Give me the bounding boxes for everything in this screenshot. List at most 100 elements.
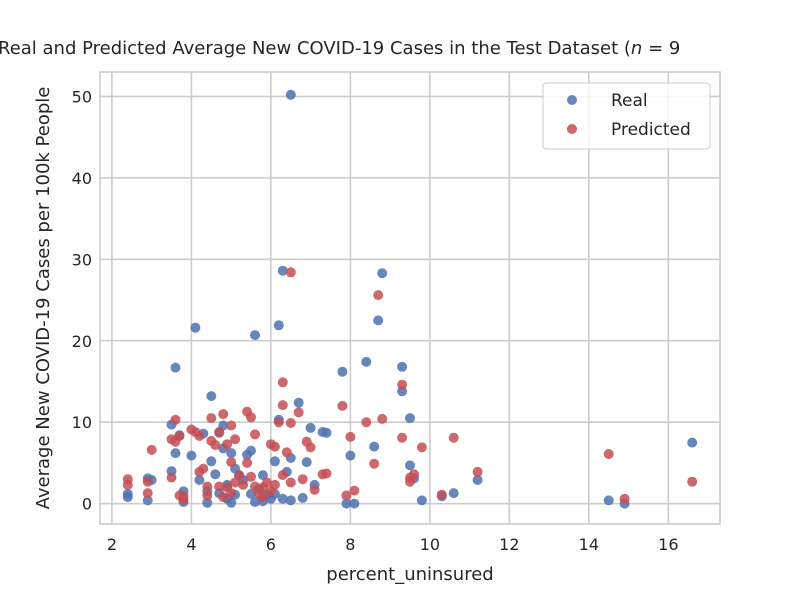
real-point bbox=[687, 437, 698, 448]
predicted-point bbox=[246, 471, 256, 482]
real-point bbox=[277, 493, 288, 504]
x-tick-label: 6 bbox=[266, 535, 276, 554]
real-point bbox=[277, 265, 288, 276]
real-point bbox=[142, 495, 153, 506]
real-point bbox=[405, 413, 415, 424]
real-point bbox=[226, 448, 237, 459]
x-tick-label: 14 bbox=[579, 535, 599, 554]
real-point bbox=[337, 366, 348, 377]
real-point bbox=[122, 492, 133, 503]
predicted-point bbox=[250, 429, 260, 440]
predicted-point bbox=[397, 379, 408, 390]
predicted-point bbox=[377, 413, 388, 424]
real-point bbox=[246, 488, 256, 499]
real-point bbox=[341, 498, 352, 509]
predicted-point bbox=[341, 490, 352, 501]
predicted-point bbox=[146, 444, 157, 455]
real-point bbox=[301, 457, 312, 468]
real-point bbox=[448, 488, 459, 499]
predicted-point bbox=[230, 477, 241, 488]
y-tick-label: 40 bbox=[72, 169, 92, 188]
data-points bbox=[122, 89, 698, 509]
predicted-point bbox=[285, 477, 296, 488]
real-point bbox=[397, 361, 408, 372]
y-axis-label: Average New COVID-19 Cases per 100k Peop… bbox=[33, 87, 54, 510]
predicted-point bbox=[142, 488, 153, 499]
real-point bbox=[369, 441, 380, 452]
predicted-point bbox=[242, 457, 253, 468]
predicted-point bbox=[273, 417, 284, 428]
predicted-point bbox=[285, 418, 296, 428]
legend: Real Predicted bbox=[542, 82, 711, 150]
real-point bbox=[206, 391, 217, 402]
real-point bbox=[202, 497, 213, 508]
predicted-point bbox=[361, 417, 372, 428]
predicted-point bbox=[448, 432, 459, 443]
real-point bbox=[305, 422, 316, 433]
predicted-point bbox=[293, 407, 304, 418]
real-point bbox=[226, 497, 237, 508]
x-tick-label: 8 bbox=[345, 535, 355, 554]
predicted-point bbox=[198, 463, 209, 474]
x-tick-label: 12 bbox=[499, 535, 519, 554]
predicted-point bbox=[246, 412, 256, 423]
predicted-point bbox=[321, 468, 332, 479]
real-point bbox=[194, 475, 205, 485]
y-tick-label: 10 bbox=[72, 413, 92, 432]
real-point bbox=[416, 495, 427, 506]
chart-title: Real and Predicted Average New COVID-19 … bbox=[0, 38, 680, 59]
real-point bbox=[373, 315, 384, 326]
real-point bbox=[377, 268, 388, 279]
real-point bbox=[246, 445, 256, 456]
predicted-point bbox=[210, 440, 221, 450]
real-point bbox=[293, 397, 304, 408]
real-point bbox=[186, 450, 197, 461]
predicted-point bbox=[397, 432, 408, 443]
predicted-point bbox=[277, 470, 288, 481]
plot-frame bbox=[99, 71, 721, 525]
predicted-point bbox=[345, 431, 356, 442]
predicted-point bbox=[226, 457, 237, 468]
predicted-point bbox=[174, 431, 185, 441]
series-predicted bbox=[122, 267, 698, 505]
x-tick-labels: 2 4 6 8 10 12 14 16 bbox=[107, 535, 679, 554]
predicted-point bbox=[619, 493, 630, 504]
predicted-point bbox=[230, 434, 241, 445]
predicted-point bbox=[202, 481, 213, 492]
predicted-point bbox=[222, 439, 233, 450]
real-point bbox=[269, 456, 280, 467]
real-point bbox=[321, 427, 332, 438]
predicted-point bbox=[373, 290, 384, 301]
legend-label-predicted: Predicted bbox=[611, 120, 691, 140]
predicted-point bbox=[297, 474, 308, 485]
predicted-point bbox=[472, 466, 483, 477]
predicted-point bbox=[261, 477, 272, 488]
predicted-point bbox=[277, 400, 288, 411]
predicted-point bbox=[603, 449, 614, 459]
predicted-point bbox=[142, 476, 153, 487]
real-point bbox=[285, 89, 296, 100]
x-tick-label: 2 bbox=[107, 535, 117, 554]
real-point bbox=[273, 320, 284, 331]
predicted-point bbox=[277, 377, 288, 388]
predicted-point bbox=[409, 469, 419, 480]
predicted-point bbox=[218, 492, 229, 503]
y-tick-label: 30 bbox=[72, 250, 92, 269]
x-axis-label: percent_uninsured bbox=[326, 564, 493, 585]
predicted-point bbox=[285, 267, 296, 278]
real-point bbox=[210, 469, 221, 480]
predicted-point bbox=[238, 479, 249, 490]
predicted-point bbox=[257, 492, 268, 503]
real-point bbox=[170, 448, 181, 459]
y-tick-label: 50 bbox=[72, 87, 92, 106]
predicted-point bbox=[309, 484, 320, 495]
predicted-point bbox=[166, 472, 177, 483]
predicted-point bbox=[178, 494, 189, 505]
real-point bbox=[345, 450, 356, 461]
x-tick-label: 16 bbox=[658, 535, 678, 554]
predicted-point bbox=[281, 447, 292, 458]
predicted-point bbox=[206, 413, 217, 424]
predicted-point bbox=[226, 488, 237, 499]
x-tick-label: 10 bbox=[420, 535, 440, 554]
